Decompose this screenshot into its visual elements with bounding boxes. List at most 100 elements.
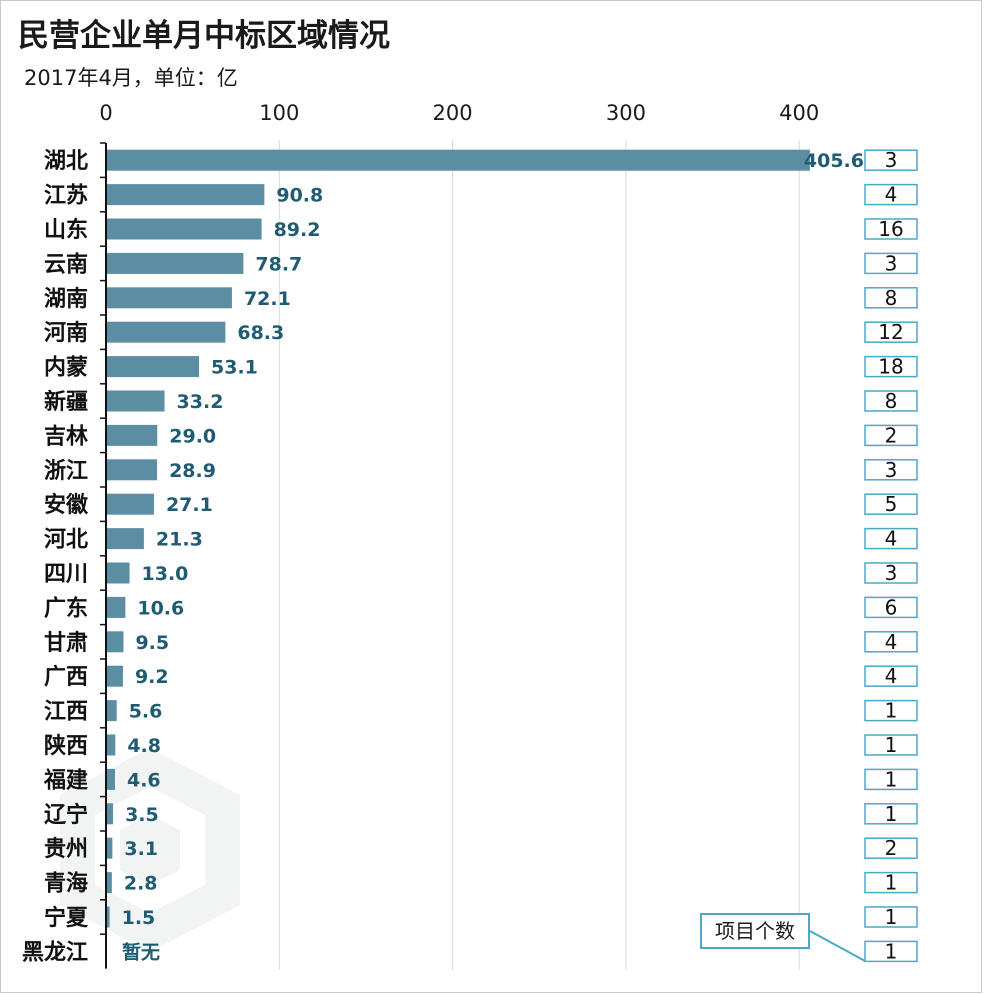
x-axis-ticks: 0 100 200 300 400 xyxy=(99,101,819,125)
count-box xyxy=(864,493,918,515)
project-count-label: 3 xyxy=(885,251,898,275)
category-label: 福建 xyxy=(43,768,88,793)
count-box xyxy=(864,527,918,550)
value-label: 5.6 xyxy=(129,701,163,723)
value-label: 405.6 xyxy=(804,150,864,172)
bar xyxy=(107,287,232,309)
x-tick-label: 200 xyxy=(433,101,473,125)
value-label: 2.8 xyxy=(124,873,158,895)
count-box xyxy=(864,321,918,343)
chart-title: 民营企业单月中标区域情况 xyxy=(18,18,390,54)
category-label: 广东 xyxy=(44,595,88,621)
bar xyxy=(107,700,117,722)
project-count-label: 16 xyxy=(878,217,903,241)
count-box xyxy=(864,871,918,894)
bar xyxy=(107,872,112,894)
category-label: 河南 xyxy=(44,321,88,346)
project-count-callout: 项目个数 xyxy=(700,913,810,949)
bar xyxy=(107,321,226,343)
project-count-label: 1 xyxy=(885,939,898,963)
bar xyxy=(107,356,200,378)
bar xyxy=(107,390,165,412)
bar xyxy=(107,184,265,206)
project-count-label: 1 xyxy=(885,802,898,826)
x-tick-label: 100 xyxy=(259,101,299,125)
category-label: 浙江 xyxy=(44,459,88,484)
bar xyxy=(107,493,154,515)
project-count-label: 1 xyxy=(885,767,898,791)
bar xyxy=(107,528,144,550)
bar xyxy=(107,424,158,446)
project-count-label: 8 xyxy=(885,286,898,310)
bar xyxy=(107,803,114,825)
value-label: 21.3 xyxy=(156,529,203,551)
project-count-label: 3 xyxy=(885,561,898,585)
bar xyxy=(107,218,262,240)
category-label: 辽宁 xyxy=(44,802,88,828)
callout-pointer xyxy=(809,930,866,962)
project-count-label: 4 xyxy=(885,664,898,688)
bar xyxy=(107,596,126,618)
project-count-label: 3 xyxy=(885,458,898,482)
value-label: 9.2 xyxy=(135,666,169,688)
count-box xyxy=(864,837,918,859)
project-count-label: 2 xyxy=(885,836,898,860)
category-label: 江苏 xyxy=(44,183,88,209)
count-box xyxy=(864,183,918,206)
count-box xyxy=(864,287,918,309)
count-box xyxy=(864,424,918,447)
category-label: 江西 xyxy=(44,700,88,725)
category-label: 宁夏 xyxy=(44,905,89,931)
x-tick-label: 0 xyxy=(99,101,112,125)
value-label: 暂无 xyxy=(122,940,160,963)
value-label: 10.6 xyxy=(137,597,184,619)
gridlines xyxy=(278,140,800,970)
project-count-label: 4 xyxy=(885,630,898,654)
count-box xyxy=(864,665,918,687)
count-box xyxy=(864,906,918,928)
count-box xyxy=(864,699,918,722)
project-count-label: 1 xyxy=(885,699,898,723)
category-label: 黑龙江 xyxy=(22,940,88,965)
count-box xyxy=(864,562,918,584)
value-label: 90.8 xyxy=(276,185,323,207)
project-count-label: 1 xyxy=(885,905,898,929)
value-label: 33.2 xyxy=(177,391,224,413)
value-label: 28.9 xyxy=(169,460,216,482)
y-axis xyxy=(100,142,107,969)
category-labels: 湖北江苏山东云南湖南河南内蒙新疆吉林浙江安徽河北四川广东甘肃广西江西陕西福建辽宁… xyxy=(22,149,89,965)
chart-subtitle: 2017年4月，单位：亿 xyxy=(24,66,238,90)
count-box xyxy=(864,803,918,825)
value-label: 4.6 xyxy=(127,769,161,791)
value-label: 89.2 xyxy=(274,219,321,241)
bar xyxy=(107,631,124,653)
bar xyxy=(107,665,123,687)
project-count-label: 1 xyxy=(885,733,898,757)
bars xyxy=(107,149,810,928)
count-box xyxy=(864,734,918,756)
bar xyxy=(107,562,130,584)
value-labels: 405.6 90.8 89.2 78.7 72.1 68.3 53.1 33.2 29.0 28.… xyxy=(122,150,864,963)
project-count-label: 4 xyxy=(885,183,898,207)
category-label: 新疆 xyxy=(44,389,88,415)
bar xyxy=(107,149,810,171)
value-label: 72.1 xyxy=(244,288,291,310)
category-label: 安徽 xyxy=(44,492,89,518)
bar xyxy=(107,906,110,928)
category-label: 山东 xyxy=(44,217,88,243)
bar xyxy=(107,252,244,274)
value-label: 3.5 xyxy=(125,804,159,826)
count-box xyxy=(864,459,918,481)
count-box xyxy=(864,768,918,791)
category-label: 云南 xyxy=(44,252,88,277)
value-label: 27.1 xyxy=(166,494,213,516)
value-label: 13.0 xyxy=(142,563,189,585)
category-label: 吉林 xyxy=(44,423,88,449)
value-label: 68.3 xyxy=(237,322,284,344)
count-box xyxy=(864,940,918,963)
project-count-label: 8 xyxy=(885,389,898,413)
category-label: 陕西 xyxy=(44,734,88,759)
count-box xyxy=(864,149,918,171)
